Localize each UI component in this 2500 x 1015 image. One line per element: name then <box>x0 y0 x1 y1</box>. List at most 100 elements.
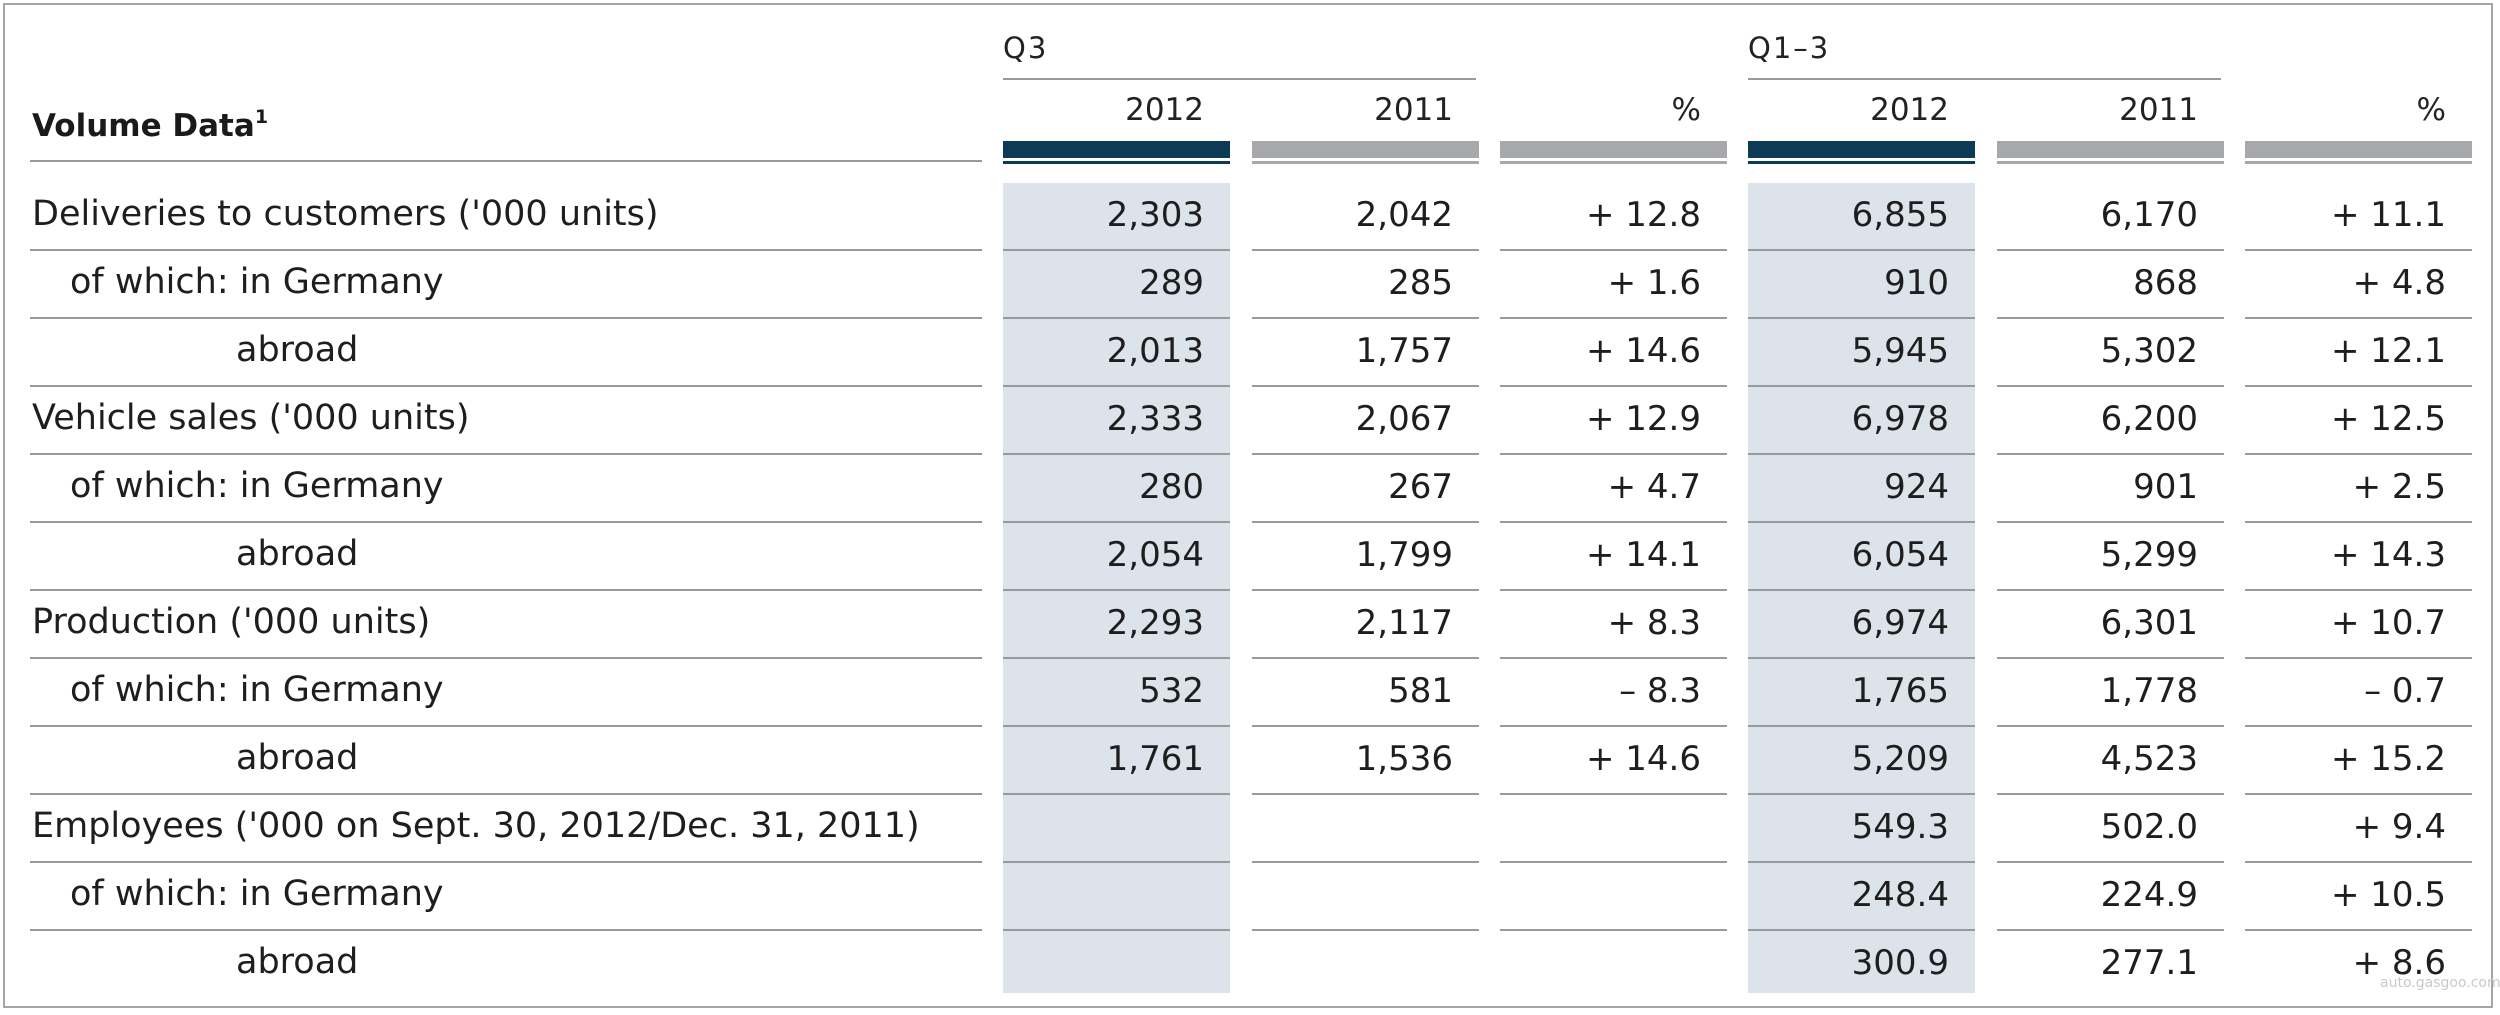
row-label: Production ('000 units) <box>32 602 431 642</box>
row-divider <box>2245 453 2472 455</box>
row-divider <box>2245 793 2472 795</box>
row-label: abroad <box>236 738 359 778</box>
row-divider <box>1003 453 1230 455</box>
current-year-bar <box>1748 141 1975 161</box>
row-divider <box>2245 317 2472 319</box>
row-label: abroad <box>236 534 359 574</box>
table-cell: + 10.5 <box>2331 875 2446 915</box>
group-divider-q1-3 <box>1748 78 2221 80</box>
row-label: Deliveries to customers ('000 units) <box>32 194 659 234</box>
table-cell: + 14.3 <box>2331 535 2446 575</box>
table-cell: 1,536 <box>1355 739 1453 779</box>
table-cell: 868 <box>2133 263 2198 303</box>
row-divider <box>1003 317 1230 319</box>
row-label: Employees ('000 on Sept. 30, 2012/Dec. 3… <box>32 806 920 846</box>
row-divider <box>30 249 982 251</box>
table-cell: 1,799 <box>1355 535 1453 575</box>
table-cell: 5,302 <box>2100 331 2198 371</box>
row-label: of which: in Germany <box>70 262 444 302</box>
table-cell: 285 <box>1388 263 1453 303</box>
row-label: abroad <box>236 330 359 370</box>
table-cell: 2,293 <box>1106 603 1204 643</box>
row-divider <box>1003 589 1230 591</box>
table-frame <box>3 3 2493 1008</box>
row-divider <box>1997 385 2224 387</box>
row-divider <box>1003 385 1230 387</box>
table-cell: + 8.3 <box>1607 603 1701 643</box>
table-cell: – 0.7 <box>2364 671 2446 711</box>
table-cell: 2,054 <box>1106 535 1204 575</box>
table-cell: + 9.4 <box>2352 807 2446 847</box>
row-divider <box>1997 453 2224 455</box>
table-cell: 6,974 <box>1851 603 1949 643</box>
column-header: 2011 <box>1374 92 1453 128</box>
row-divider <box>1500 317 1727 319</box>
row-divider <box>1997 521 2224 523</box>
table-cell: 224.9 <box>2100 875 2198 915</box>
row-divider <box>30 453 982 455</box>
table-cell: 6,855 <box>1851 195 1949 235</box>
row-divider <box>1748 249 1975 251</box>
comparison-bar <box>2245 141 2472 161</box>
table-cell: + 10.7 <box>2331 603 2446 643</box>
comparison-bar <box>1252 141 1479 161</box>
table-cell: 1,757 <box>1355 331 1453 371</box>
current-year-bar <box>1003 141 1230 161</box>
row-divider <box>1003 929 1230 931</box>
row-label: Vehicle sales ('000 units) <box>32 398 470 438</box>
table-cell: + 14.6 <box>1586 739 1701 779</box>
table-cell: + 4.7 <box>1607 467 1701 507</box>
row-divider <box>1748 657 1975 659</box>
table-cell: + 8.6 <box>2352 943 2446 983</box>
table-cell: 277.1 <box>2100 943 2198 983</box>
row-divider <box>1252 929 1479 931</box>
row-divider <box>1748 589 1975 591</box>
row-divider <box>2245 657 2472 659</box>
column-header: 2012 <box>1870 92 1949 128</box>
row-label: abroad <box>236 942 359 982</box>
row-divider <box>2245 861 2472 863</box>
row-divider <box>1997 861 2224 863</box>
row-divider <box>1748 793 1975 795</box>
row-divider <box>30 861 982 863</box>
row-divider <box>1997 725 2224 727</box>
table-cell: 910 <box>1884 263 1949 303</box>
table-cell: 581 <box>1388 671 1453 711</box>
row-divider <box>1252 521 1479 523</box>
table-cell: 1,761 <box>1106 739 1204 779</box>
table-cell: 280 <box>1139 467 1204 507</box>
table-cell: 1,765 <box>1851 671 1949 711</box>
table-cell: + 12.1 <box>2331 331 2446 371</box>
row-divider <box>1997 249 2224 251</box>
row-divider <box>1997 657 2224 659</box>
table-cell: 300.9 <box>1851 943 1949 983</box>
row-divider <box>1252 657 1479 659</box>
row-divider <box>2245 385 2472 387</box>
row-divider <box>30 793 982 795</box>
table-cell: 6,170 <box>2100 195 2198 235</box>
table-cell: 924 <box>1884 467 1949 507</box>
row-divider <box>1252 861 1479 863</box>
table-cell: 6,301 <box>2100 603 2198 643</box>
comparison-bar <box>1997 141 2224 161</box>
table-cell: 4,523 <box>2100 739 2198 779</box>
table-cell: 532 <box>1139 671 1204 711</box>
row-divider <box>1500 929 1727 931</box>
title-rule <box>30 160 982 162</box>
watermark: auto.gasgoo.com <box>2380 975 2500 991</box>
row-divider <box>1252 385 1479 387</box>
row-divider <box>1748 521 1975 523</box>
table-cell: 6,200 <box>2100 399 2198 439</box>
column-header: % <box>1671 92 1701 128</box>
row-divider <box>1748 725 1975 727</box>
row-divider <box>30 521 982 523</box>
table-cell: 5,299 <box>2100 535 2198 575</box>
table-cell: + 14.6 <box>1586 331 1701 371</box>
table-cell: – 8.3 <box>1619 671 1701 711</box>
row-divider <box>1997 589 2224 591</box>
table-cell: 2,303 <box>1106 195 1204 235</box>
table-cell: 267 <box>1388 467 1453 507</box>
row-divider <box>2245 249 2472 251</box>
group-label-q3: Q3 <box>1003 31 1049 65</box>
row-divider <box>1748 385 1975 387</box>
